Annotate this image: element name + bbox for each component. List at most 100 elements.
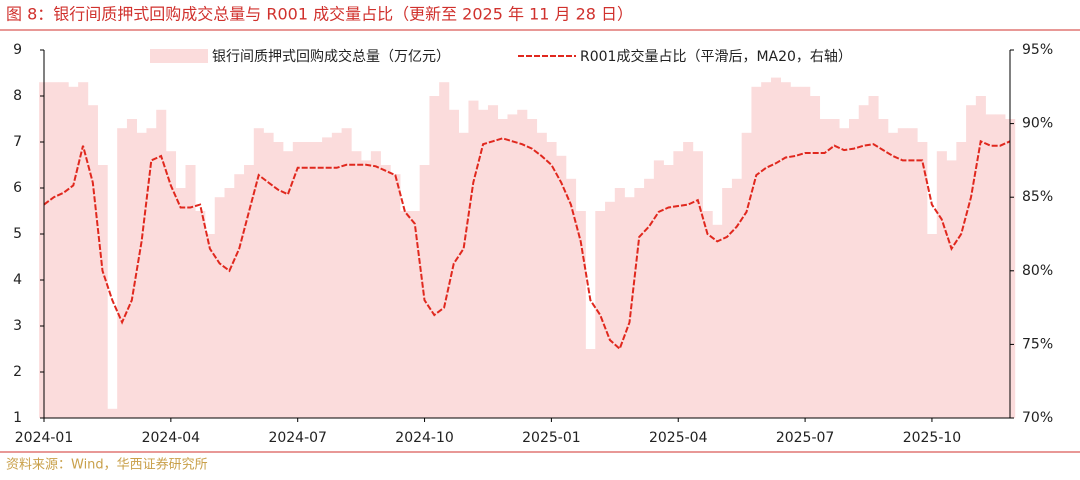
bar (409, 211, 420, 418)
bar (995, 114, 1006, 419)
bar (614, 188, 625, 418)
bar (663, 165, 674, 418)
bar (917, 142, 928, 418)
y-tick-label: 1 (13, 410, 22, 426)
bar (634, 188, 645, 418)
bar (419, 165, 430, 418)
bar (731, 178, 742, 418)
bar (683, 142, 694, 418)
bar (527, 119, 538, 418)
bar (68, 86, 79, 419)
bar (351, 151, 362, 418)
bar (48, 82, 59, 418)
x-tick-label: 2024-10 (395, 430, 454, 446)
bar (117, 128, 128, 418)
bar (370, 151, 381, 418)
y-tick-label: 3 (13, 318, 22, 334)
bar (605, 201, 616, 418)
bar (224, 188, 235, 418)
bar (292, 142, 303, 418)
bar (780, 82, 791, 418)
bar (234, 174, 245, 418)
y-tick-label: 2 (13, 364, 22, 380)
bar (126, 119, 137, 418)
bar (536, 132, 547, 419)
bar (741, 132, 752, 419)
bar (273, 142, 284, 418)
bar (849, 119, 860, 418)
y2-tick-label: 90% (1022, 116, 1053, 132)
bar (87, 105, 98, 418)
x-tick-label: 2025-07 (776, 430, 835, 446)
bar (956, 142, 967, 418)
bar (692, 151, 703, 418)
bar (770, 77, 781, 418)
x-tick-label: 2024-01 (15, 430, 74, 446)
y-tick-label: 5 (13, 226, 22, 242)
legend-label: R001成交量占比（平滑后，MA20，右轴） (580, 48, 852, 65)
bar (975, 96, 986, 418)
bar (244, 165, 255, 418)
bar (136, 132, 147, 419)
bar (829, 119, 840, 418)
bar (790, 86, 801, 419)
bar (761, 82, 772, 418)
bar (897, 128, 908, 418)
bar (390, 174, 401, 418)
bar (819, 119, 830, 418)
bar (585, 349, 596, 418)
bar (107, 408, 118, 418)
y-tick-label: 9 (13, 42, 22, 58)
bar (751, 86, 762, 419)
line (43, 137, 1011, 351)
bar (809, 96, 821, 418)
bar (497, 119, 508, 418)
bar (800, 86, 811, 419)
bar (507, 114, 518, 419)
legend-label: 银行间质押式回购成交总量（万亿元） (212, 48, 450, 65)
bar (361, 160, 372, 418)
bar (185, 165, 196, 418)
bar (312, 142, 323, 418)
y2-tick-label: 85% (1022, 189, 1053, 205)
bar (878, 119, 889, 418)
bar (97, 165, 108, 418)
bar (175, 188, 186, 418)
bar (439, 82, 450, 418)
bar (702, 211, 713, 418)
bar (78, 82, 89, 418)
chart-title: 图 8：银行间质押式回购成交总量与 R001 成交量占比（更新至 2025 年 … (6, 5, 633, 24)
bar (156, 109, 167, 419)
x-tick-label: 2025-01 (522, 430, 581, 446)
bar (302, 142, 313, 418)
bar (888, 132, 899, 419)
bar (253, 128, 264, 418)
bar (487, 105, 499, 418)
bar (380, 165, 391, 418)
bar (546, 142, 557, 418)
bar (341, 128, 352, 418)
bar (556, 155, 567, 419)
bar (263, 132, 274, 419)
bar (146, 128, 157, 418)
bar (624, 197, 635, 418)
bar (985, 114, 996, 419)
y2-tick-label: 95% (1022, 42, 1053, 58)
bar (400, 211, 411, 418)
x-tick-label: 2024-07 (268, 430, 327, 446)
x-tick-label: 2025-10 (903, 430, 962, 446)
bar (517, 109, 528, 419)
y-tick-label: 7 (13, 134, 22, 150)
bar (673, 151, 684, 418)
bar (927, 234, 938, 418)
bar (936, 151, 947, 418)
bar (322, 137, 333, 418)
bar (653, 160, 664, 418)
y-tick-label: 6 (13, 180, 22, 196)
bar (429, 96, 440, 418)
y-tick-label: 4 (13, 272, 22, 288)
bar (205, 234, 216, 418)
x-tick-label: 2025-04 (649, 430, 708, 446)
bar (644, 178, 655, 418)
